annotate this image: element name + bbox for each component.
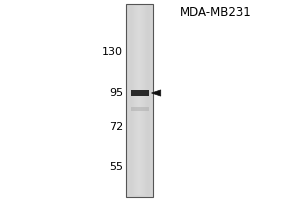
Bar [126, 4, 153, 197]
Text: 72: 72 [109, 122, 123, 132]
Polygon shape [152, 90, 161, 96]
Text: MDA-MB231: MDA-MB231 [180, 6, 252, 19]
Text: 130: 130 [102, 47, 123, 57]
Bar [130, 90, 148, 96]
Bar [130, 107, 148, 111]
Text: 55: 55 [109, 162, 123, 172]
Text: 95: 95 [109, 88, 123, 98]
